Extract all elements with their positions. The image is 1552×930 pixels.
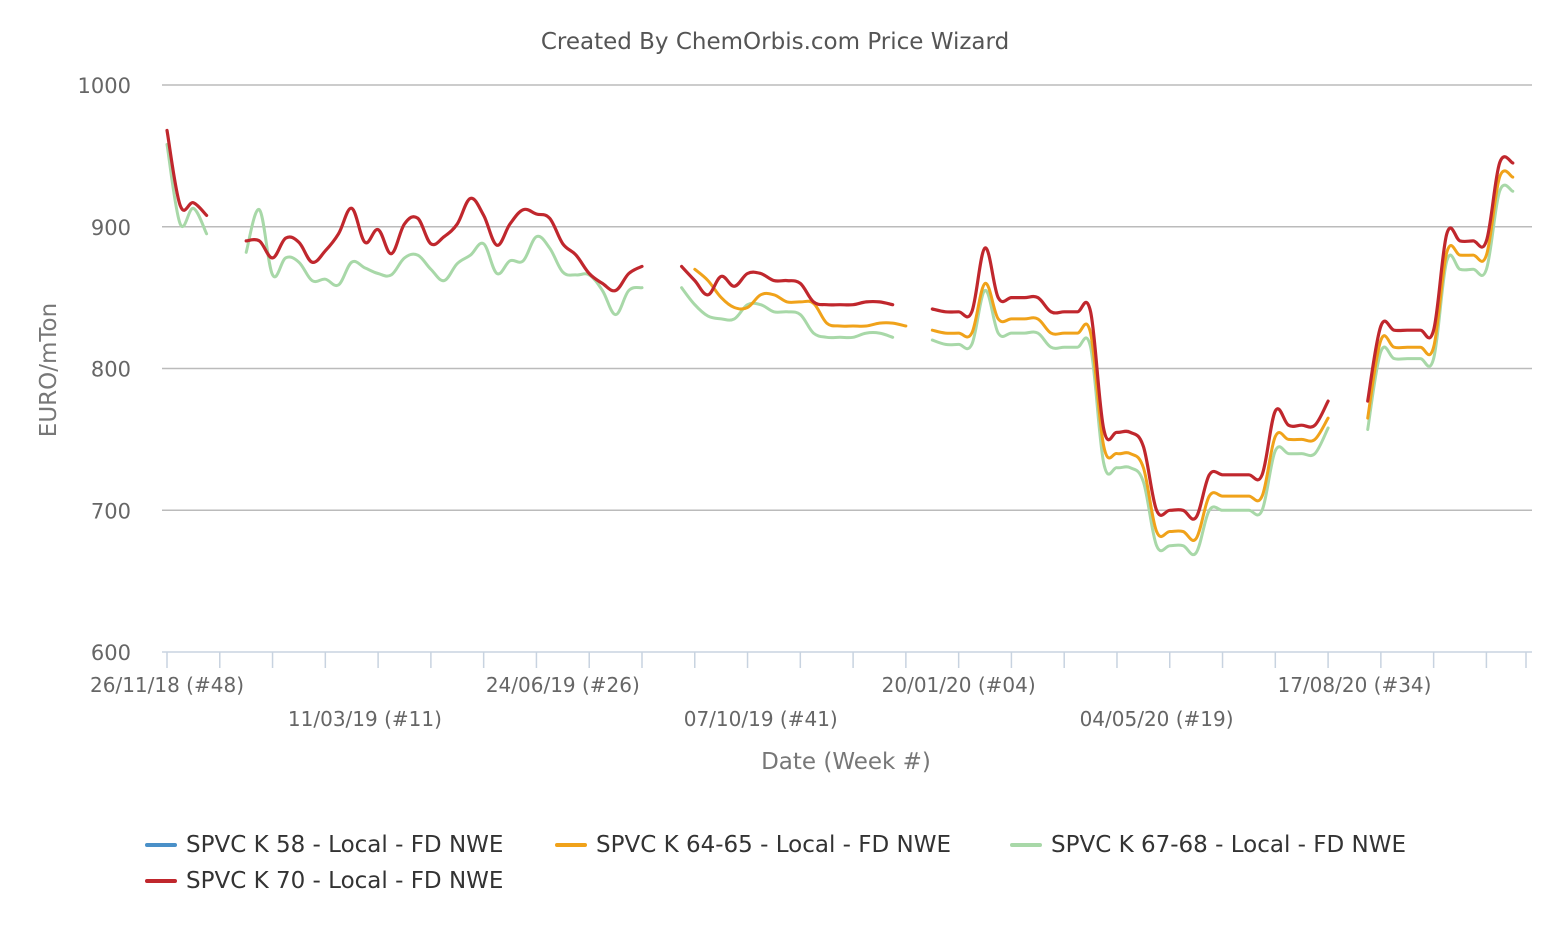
y-tick-label: 600	[91, 641, 131, 665]
x-tick-label: 20/01/20 (#04)	[882, 673, 1036, 697]
series-line-segment	[680, 264, 895, 307]
x-axis-label: Date (Week #)	[761, 749, 931, 775]
series-line-segment	[244, 196, 644, 293]
legend-label-k70: SPVC K 70 - Local - FD NWE	[186, 868, 504, 894]
series-line-segment	[165, 143, 209, 236]
legend-label-k67-68: SPVC K 67-68 - Local - FD NWE	[1051, 832, 1406, 858]
y-tick-label: 1000	[78, 74, 131, 98]
legend-label-k58: SPVC K 58 - Local - FD NWE	[186, 832, 504, 858]
legend-swatch-k64-65	[555, 843, 587, 847]
legend-item-k70[interactable]: SPVC K 70 - Local - FD NWE	[145, 868, 503, 894]
x-tick-label: 17/08/20 (#34)	[1277, 673, 1431, 697]
y-axis-ticks: 600 700 800 900 1000	[78, 74, 131, 665]
series-line-segment	[1366, 169, 1515, 420]
legend-item-k67-68[interactable]: SPVC K 67-68 - Local - FD NWE	[1010, 832, 1406, 858]
x-tick-label: 26/11/18 (#48)	[90, 673, 244, 697]
y-tick-label: 900	[91, 216, 131, 240]
legend-item-k64-65[interactable]: SPVC K 64-65 - Local - FD NWE	[555, 832, 951, 858]
series-3	[165, 128, 1515, 521]
x-tick-label: 11/03/19 (#11)	[288, 707, 442, 731]
legend-item-k58[interactable]: SPVC K 58 - Local - FD NWE	[145, 832, 503, 858]
y-axis-label: EURO/mTon	[36, 303, 62, 437]
legend-swatch-k70	[145, 879, 177, 883]
y-tick-label: 800	[91, 358, 131, 382]
series-1	[693, 169, 1515, 542]
legend-swatch-k58	[145, 843, 177, 847]
series-line-segment	[693, 267, 908, 328]
series-2	[165, 143, 1515, 557]
series-lines	[165, 128, 1515, 557]
series-line-segment	[1366, 155, 1515, 403]
series-line-segment	[930, 288, 1330, 557]
chart-title: Created By ChemOrbis.com Price Wizard	[541, 29, 1009, 55]
series-line-segment	[930, 281, 1330, 542]
x-axis: 26/11/18 (#48) 11/03/19 (#11) 24/06/19 (#2…	[90, 652, 1527, 731]
grid-lines	[162, 84, 1532, 653]
series-line-segment	[680, 286, 895, 340]
series-line-segment	[165, 128, 209, 217]
legend-label-k64-65: SPVC K 64-65 - Local - FD NWE	[596, 832, 951, 858]
legend-swatch-k67-68	[1010, 843, 1042, 847]
series-line-segment	[244, 208, 644, 317]
y-tick-label: 700	[91, 499, 131, 523]
x-tick-label: 07/10/19 (#41)	[684, 707, 838, 731]
x-tick-label: 04/05/20 (#19)	[1080, 707, 1234, 731]
series-line-segment	[930, 246, 1330, 521]
x-tick-label: 24/06/19 (#26)	[486, 673, 640, 697]
